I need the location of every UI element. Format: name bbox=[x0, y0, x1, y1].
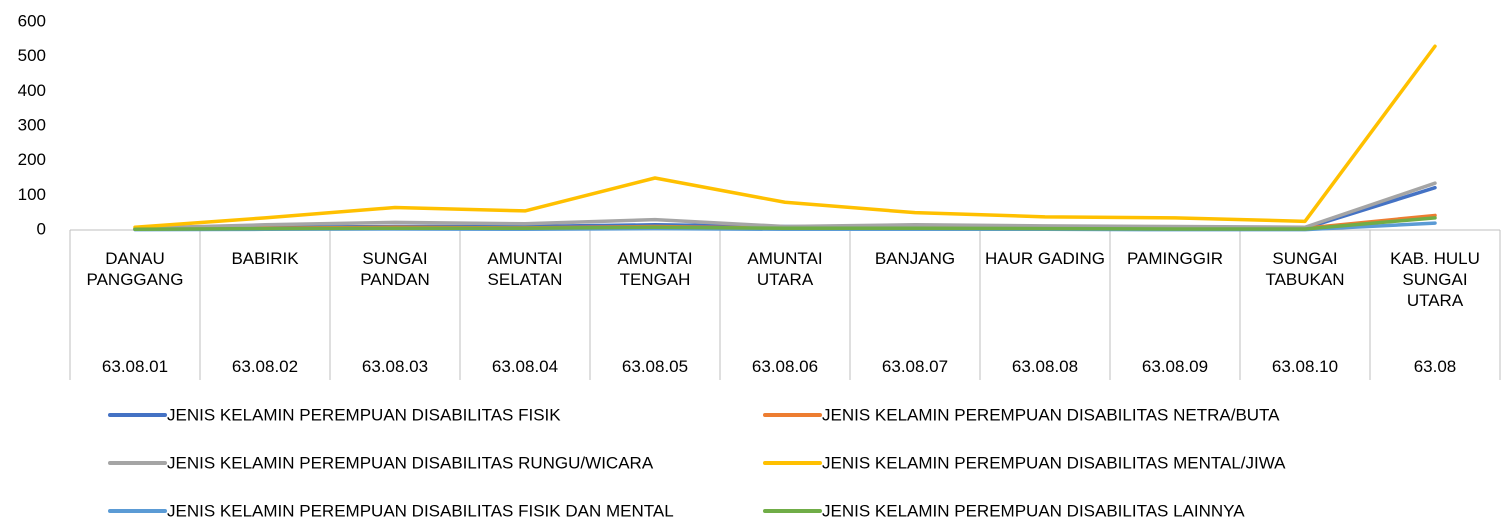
y-tick-label: 600 bbox=[18, 11, 46, 30]
series-line bbox=[133, 181, 1437, 231]
legend-label: JENIS KELAMIN PEREMPUAN DISABILITAS LAIN… bbox=[822, 501, 1245, 518]
x-tick-code: 63.08.02 bbox=[231, 357, 299, 376]
y-tick-label: 100 bbox=[18, 185, 46, 204]
x-tick-label: SUNGAI PANDAN bbox=[360, 249, 430, 289]
y-tick-label: 500 bbox=[18, 46, 46, 65]
x-tick-label: BANJANG bbox=[874, 249, 956, 268]
series-line bbox=[133, 216, 1437, 232]
x-tick-code: 63.08.06 bbox=[751, 357, 819, 376]
y-tick-label: 300 bbox=[18, 115, 46, 134]
x-tick-code: 63.08.03 bbox=[361, 357, 429, 376]
legend-label: JENIS KELAMIN PEREMPUAN DISABILITAS NETR… bbox=[822, 405, 1280, 424]
series-line bbox=[133, 44, 1437, 229]
legend-label: JENIS KELAMIN PEREMPUAN DISABILITAS FISI… bbox=[167, 405, 561, 424]
x-tick-label: PAMINGGIR bbox=[1126, 249, 1224, 268]
x-tick-code: 63.08 bbox=[1413, 357, 1457, 376]
y-tick-label: 200 bbox=[18, 150, 46, 169]
x-tick-label: BABIRIK bbox=[231, 249, 299, 268]
legend-label: JENIS KELAMIN PEREMPUAN DISABILITAS RUNG… bbox=[167, 453, 654, 472]
x-tick-label: HAUR GADING bbox=[985, 249, 1105, 268]
y-tick-label: 400 bbox=[18, 81, 46, 100]
x-tick-label: KAB. HULU SUNGAI UTARA bbox=[1390, 249, 1480, 310]
x-tick-label: AMUNTAI UTARA bbox=[747, 249, 823, 289]
x-tick-code: 63.08.01 bbox=[101, 357, 169, 376]
x-tick-label: DANAU PANGGANG bbox=[86, 249, 184, 289]
legend-label: JENIS KELAMIN PEREMPUAN DISABILITAS FISI… bbox=[167, 501, 674, 518]
x-tick-label: AMUNTAI TENGAH bbox=[617, 249, 693, 289]
x-tick-label: AMUNTAI SELATAN bbox=[487, 249, 563, 289]
legend-label: JENIS KELAMIN PEREMPUAN DISABILITAS MENT… bbox=[822, 453, 1286, 472]
x-tick-code: 63.08.05 bbox=[621, 357, 689, 376]
y-tick-label: 0 bbox=[37, 219, 46, 238]
x-tick-code: 63.08.09 bbox=[1141, 357, 1209, 376]
x-tick-code: 63.08.04 bbox=[491, 357, 559, 376]
x-tick-code: 63.08.08 bbox=[1011, 357, 1079, 376]
x-tick-label: SUNGAI TABUKAN bbox=[1265, 249, 1345, 289]
x-tick-code: 63.08.07 bbox=[881, 357, 949, 376]
x-tick-code: 63.08.10 bbox=[1271, 357, 1339, 376]
